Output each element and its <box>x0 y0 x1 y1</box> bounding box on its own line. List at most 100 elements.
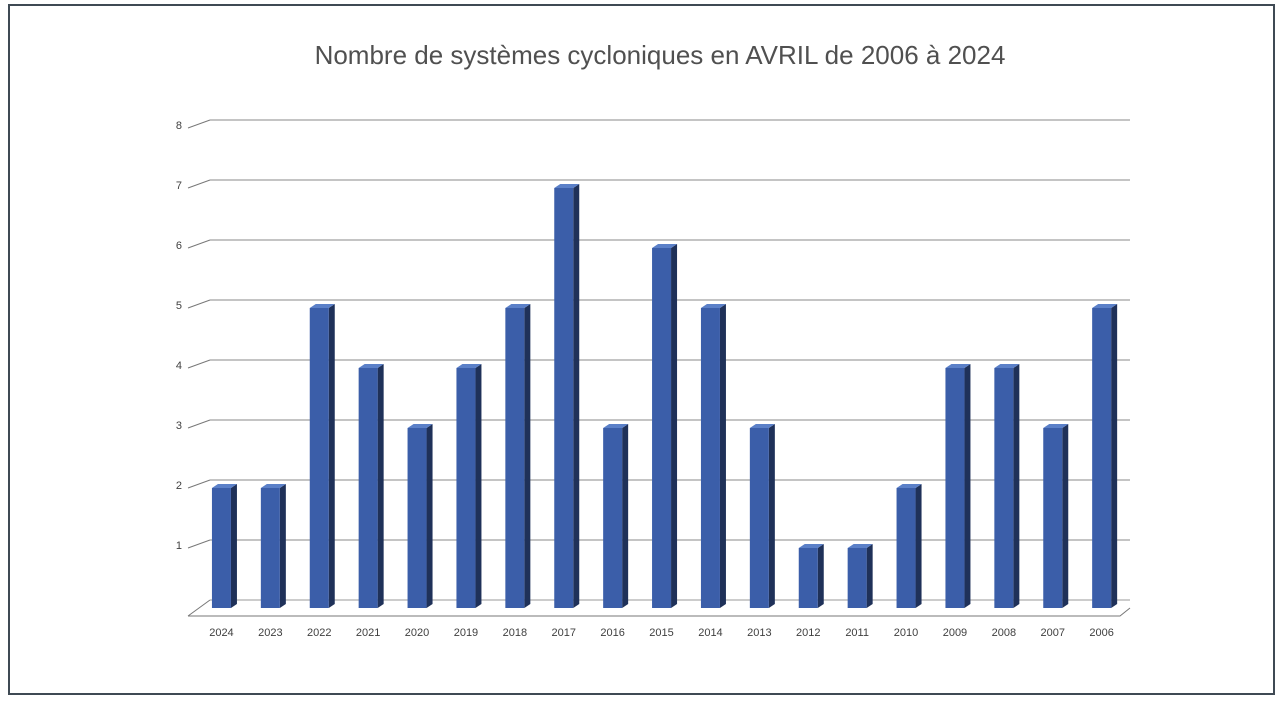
bar-top <box>554 184 580 188</box>
bar <box>945 364 971 608</box>
bar-side <box>377 364 384 608</box>
y-tick-label: 8 <box>176 120 182 132</box>
chart-frame <box>8 4 1275 695</box>
x-tick-label: 2010 <box>894 627 918 639</box>
bar-front <box>554 188 574 608</box>
y-tick-label: 4 <box>176 360 182 372</box>
bar-front <box>945 368 965 608</box>
bar-side <box>719 304 726 608</box>
y-tick-label: 2 <box>176 480 182 492</box>
bar <box>1092 304 1118 608</box>
bar-side <box>817 544 824 608</box>
bar-side <box>1013 364 1020 608</box>
floor-left <box>187 599 211 617</box>
tick-mark <box>187 479 211 489</box>
tick-mark <box>187 539 211 549</box>
x-tick-label: 2009 <box>943 627 967 639</box>
bar <box>700 304 726 608</box>
bar-side <box>475 364 482 608</box>
bar-front <box>847 548 867 608</box>
bar-side <box>866 544 873 608</box>
bar <box>798 544 824 608</box>
chart-title: Nombre de systèmes cycloniques en AVRIL … <box>315 40 1006 70</box>
bar-front <box>994 368 1014 608</box>
x-tick-label: 2015 <box>649 627 673 639</box>
bar <box>505 304 531 608</box>
bar-side <box>915 484 922 608</box>
bar-top <box>1043 424 1069 428</box>
floor <box>188 607 1131 617</box>
x-tick-label: 2022 <box>307 627 331 639</box>
bar-top <box>260 484 286 488</box>
bar-front <box>505 308 525 608</box>
x-tick-label: 2014 <box>698 627 722 639</box>
y-tick-label: 5 <box>176 300 182 312</box>
bar-front <box>798 548 818 608</box>
bar <box>1043 424 1069 608</box>
bar-side <box>622 424 629 608</box>
bar <box>407 424 433 608</box>
bar-top <box>700 304 726 308</box>
tick-mark <box>187 179 211 189</box>
y-tick-label: 1 <box>176 540 182 552</box>
bar-side <box>671 244 678 608</box>
x-tick-label: 2016 <box>600 627 624 639</box>
x-tick-label: 2024 <box>209 627 233 639</box>
bar <box>554 184 580 608</box>
x-tick-label: 2011 <box>845 627 869 639</box>
bar-front <box>211 488 231 608</box>
bar <box>652 244 678 608</box>
bar-front <box>1043 428 1063 608</box>
bar-side <box>426 424 433 608</box>
tick-mark <box>187 119 211 129</box>
tick-mark <box>187 239 211 249</box>
bar-front <box>700 308 720 608</box>
bar-top <box>1092 304 1118 308</box>
bar-side <box>964 364 971 608</box>
bar-side <box>230 484 237 608</box>
x-tick-label: 2018 <box>503 627 527 639</box>
y-tick-label: 3 <box>176 420 182 432</box>
bar-front <box>456 368 476 608</box>
bar-front <box>309 308 329 608</box>
bar-front <box>358 368 378 608</box>
bar-top <box>603 424 629 428</box>
bar <box>994 364 1020 608</box>
bar <box>456 364 482 608</box>
bar-front <box>1092 308 1112 608</box>
bar-side <box>279 484 286 608</box>
bar-top <box>896 484 922 488</box>
bar-top <box>847 544 873 548</box>
tick-mark <box>187 299 211 309</box>
bar-side <box>1111 304 1118 608</box>
bar-top <box>652 244 678 248</box>
bar-top <box>456 364 482 368</box>
bar <box>847 544 873 608</box>
x-tick-label: 2023 <box>258 627 282 639</box>
y-tick-label: 7 <box>176 180 182 192</box>
bar-top <box>945 364 971 368</box>
bar-side <box>328 304 335 608</box>
tick-mark <box>187 419 211 429</box>
x-tick-label: 2021 <box>356 627 380 639</box>
bar <box>309 304 335 608</box>
x-tick-label: 2017 <box>552 627 576 639</box>
x-tick-label: 2020 <box>405 627 429 639</box>
bar-top <box>798 544 824 548</box>
bar-side <box>524 304 531 608</box>
x-tick-label: 2007 <box>1041 627 1065 639</box>
bar-top <box>505 304 531 308</box>
bar <box>749 424 775 608</box>
bar <box>260 484 286 608</box>
bar-front <box>896 488 916 608</box>
x-tick-label: 2012 <box>796 627 820 639</box>
bar-top <box>211 484 237 488</box>
bar-top <box>994 364 1020 368</box>
bar-side <box>573 184 580 608</box>
bar <box>211 484 237 608</box>
bar <box>358 364 384 608</box>
bar-front <box>260 488 280 608</box>
x-tick-label: 2019 <box>454 627 478 639</box>
